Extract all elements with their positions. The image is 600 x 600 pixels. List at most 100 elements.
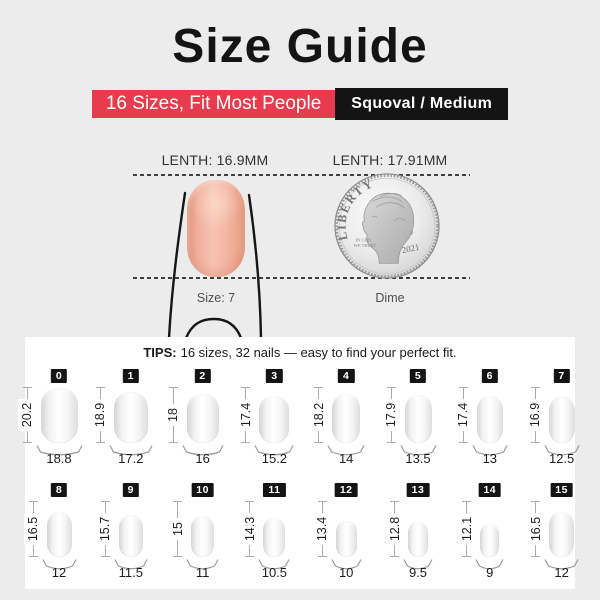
nail-zone: 15 <box>168 501 237 557</box>
nail-size-caption: Size: 7 <box>196 291 236 305</box>
nail-zone: 16.5 <box>526 501 596 557</box>
size-cell: 14 12.1 9 <box>456 479 524 583</box>
nail-swatch <box>408 522 428 557</box>
length-value: 18.9 <box>91 398 110 432</box>
width-value: 9.5 <box>408 565 428 580</box>
width-value: 12.5 <box>548 451 575 466</box>
width-value: 17.2 <box>118 451 144 466</box>
length-measure-line: 17.4 <box>236 387 255 443</box>
size-badge: 4 <box>338 369 355 383</box>
width-bracket <box>331 559 362 570</box>
tips-note: TIPS: 16 sizes, 32 nails — easy to find y… <box>25 345 575 360</box>
size-cell: 11 14.3 10.5 <box>240 479 308 583</box>
tips-prefix: TIPS: <box>143 345 177 360</box>
width-value: 13.5 <box>405 451 431 466</box>
nail-swatch <box>46 512 72 557</box>
nail-swatch <box>259 396 290 443</box>
width-bracket <box>475 559 504 570</box>
width-value: 11 <box>195 565 210 580</box>
measure-guide-line-bottom <box>133 277 470 279</box>
size-row-bottom: 8 16.5 12 9 15.7 11.5 <box>24 479 579 583</box>
width-bracket <box>182 445 224 456</box>
length-measure-line: 13.4 <box>313 501 332 557</box>
nail-zone: 14.3 <box>240 501 308 557</box>
length-value: 14.3 <box>240 512 259 546</box>
size-badge: 12 <box>334 483 358 497</box>
width-value: 16 <box>195 451 210 466</box>
length-measure-line: 17.4 <box>454 387 473 443</box>
length-value: 16.5 <box>526 512 545 546</box>
length-measure-line: 15.7 <box>96 501 115 557</box>
nail-swatch <box>404 395 432 443</box>
size-badge: 6 <box>481 369 498 383</box>
width-value: 11.5 <box>118 565 143 580</box>
length-value: 18 <box>164 404 183 426</box>
width-bracket <box>114 559 148 570</box>
size-badge: 8 <box>50 483 68 497</box>
size-badge: 7 <box>553 369 570 383</box>
dime-illustration: LIBERTY IN GOD WE TRUST P 2021 <box>334 173 440 279</box>
size-badge: 1 <box>122 369 139 383</box>
width-value: 10 <box>338 565 354 580</box>
width-value: 13 <box>482 451 498 466</box>
size-badge: 13 <box>406 483 430 497</box>
nail-swatch <box>113 392 148 443</box>
size-cell: 4 18.2 14 <box>309 365 380 469</box>
size-badge: 14 <box>478 483 502 497</box>
nail-zone: 17.9 <box>382 387 452 443</box>
tips-text: 16 sizes, 32 nails — easy to find your p… <box>180 345 457 360</box>
nail-zone: 18.2 <box>309 387 380 443</box>
size-cell: 10 15 11 <box>168 479 237 583</box>
length-measure-line: 14.3 <box>240 501 259 557</box>
size-chart-panel: TIPS: 16 sizes, 32 nails — easy to find y… <box>18 337 580 589</box>
size-badge: 11 <box>263 483 286 497</box>
nail-swatch <box>118 515 143 557</box>
width-bracket <box>544 559 579 570</box>
width-value: 10.5 <box>261 565 288 580</box>
size-cell: 15 16.5 12 <box>526 479 596 583</box>
width-bracket <box>35 445 83 456</box>
nail-swatch <box>476 396 503 443</box>
width-bracket <box>41 559 77 570</box>
width-bracket <box>472 445 508 456</box>
length-measure-line: 12.1 <box>457 501 476 557</box>
length-value: 18.2 <box>309 398 328 432</box>
length-measure-line: 17.9 <box>382 387 400 443</box>
length-value: 16.9 <box>526 398 545 432</box>
width-bracket <box>258 559 290 570</box>
finger-illustration <box>167 191 263 338</box>
nail-swatch <box>191 516 215 557</box>
nail-swatch <box>549 512 575 557</box>
dime-length-label: LENTH: 17.91MM <box>332 152 448 168</box>
size-cell: 0 20.2 18.8 <box>18 365 93 469</box>
banner: 16 Sizes, Fit Most People Squoval / Medi… <box>0 88 600 120</box>
size-cell: 13 12.8 9.5 <box>384 479 452 583</box>
nail-swatch <box>186 394 219 443</box>
width-value: 15.2 <box>261 451 288 466</box>
size-badge: 2 <box>194 369 211 383</box>
length-value: 17.4 <box>236 398 255 432</box>
length-value: 15 <box>168 518 187 540</box>
nail-swatch <box>332 394 361 443</box>
length-value: 12.1 <box>457 512 476 546</box>
length-value: 16.5 <box>24 512 42 546</box>
size-row-top: 0 20.2 18.8 1 18.9 17.2 <box>18 365 580 469</box>
measure-guide-line-top <box>133 174 470 176</box>
sizes-banner: 16 Sizes, Fit Most People <box>91 90 336 118</box>
nail-swatch <box>548 397 575 443</box>
size-cell: 5 17.9 13.5 <box>382 365 452 469</box>
nail-zone: 12.1 <box>456 501 524 557</box>
length-value: 17.4 <box>454 398 473 432</box>
size-cell: 9 15.7 11.5 <box>96 479 165 583</box>
coin-mint-mark: P <box>411 231 414 237</box>
size-cell: 3 17.4 15.2 <box>236 365 308 469</box>
nail-zone: 12.8 <box>384 501 452 557</box>
width-bracket <box>399 445 437 456</box>
width-bracket <box>186 559 219 570</box>
length-measure-line: 20.2 <box>18 387 36 443</box>
nail-zone: 15.7 <box>96 501 165 557</box>
nail-swatch <box>335 521 357 557</box>
press-on-nail-illustration <box>187 180 245 277</box>
length-value: 12.8 <box>385 512 404 546</box>
